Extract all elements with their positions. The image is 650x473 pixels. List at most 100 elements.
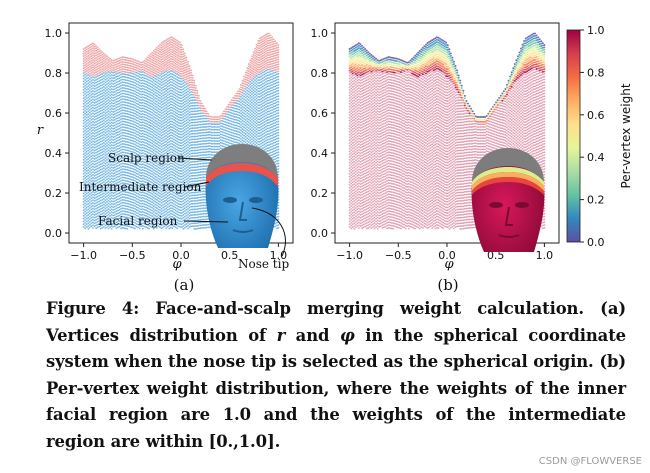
facial-point	[165, 81, 168, 84]
facial-point	[96, 89, 99, 92]
scalp-point	[107, 68, 110, 71]
facial-point	[183, 204, 186, 207]
facial-point	[113, 76, 116, 79]
facial-point	[104, 174, 107, 176]
scalp-point	[151, 75, 154, 78]
facial-point	[127, 155, 130, 158]
scalp-point	[152, 50, 155, 52]
facial-point	[193, 152, 196, 155]
facial-point	[96, 111, 99, 114]
scalp-point	[162, 67, 164, 70]
facial-point	[110, 152, 113, 155]
facial-point	[159, 130, 161, 133]
facial-point	[106, 209, 108, 212]
facial-point	[84, 101, 87, 104]
facial-point	[109, 77, 111, 80]
facial-point	[194, 104, 197, 107]
facial-point	[101, 224, 104, 226]
scalp-point	[149, 67, 152, 70]
scalp-point	[177, 52, 180, 55]
facial-point	[92, 182, 94, 185]
facial-point	[204, 198, 207, 201]
facial-point	[180, 94, 183, 97]
scalp-point	[85, 60, 88, 63]
facial-point	[131, 75, 133, 78]
facial-point	[199, 213, 202, 216]
facial-point	[124, 163, 127, 165]
facial-point	[104, 98, 107, 101]
facial-point	[120, 224, 122, 227]
facial-point	[126, 115, 129, 118]
scalp-point	[93, 52, 96, 55]
facial-point	[101, 92, 104, 95]
facial-point	[132, 142, 135, 145]
facial-point	[198, 146, 200, 148]
facial-point	[171, 87, 174, 90]
facial-point	[187, 84, 189, 87]
facial-point	[95, 179, 97, 182]
facial-point	[143, 141, 146, 144]
facial-point	[92, 185, 94, 187]
facial-point	[155, 89, 158, 92]
facial-point	[96, 178, 99, 181]
facial-point	[112, 164, 115, 167]
scalp-point	[177, 59, 180, 62]
facial-point	[98, 88, 101, 91]
facial-point	[160, 174, 163, 176]
facial-point	[162, 114, 164, 117]
facial-point	[152, 82, 155, 84]
facial-point	[123, 87, 126, 90]
scalp-point	[176, 58, 179, 61]
facial-point	[109, 184, 111, 187]
facial-point	[82, 122, 85, 125]
facial-point	[204, 212, 207, 215]
facial-point	[140, 113, 143, 116]
facial-point	[113, 104, 116, 107]
facial-point	[159, 144, 161, 147]
facial-point	[168, 82, 171, 84]
facial-point	[106, 88, 108, 91]
facial-point	[148, 121, 150, 124]
facial-point	[151, 120, 154, 122]
facial-point	[169, 75, 172, 78]
facial-point	[151, 97, 154, 100]
facial-point	[146, 212, 149, 215]
facial-point	[179, 217, 182, 220]
scalp-point	[152, 74, 155, 76]
facial-point	[145, 114, 147, 116]
facial-point	[177, 138, 180, 141]
facial-point	[187, 143, 189, 146]
facial-point	[85, 153, 88, 156]
facial-point	[135, 167, 138, 169]
facial-point	[95, 90, 97, 92]
facial-point	[120, 207, 122, 210]
scalp-point	[145, 72, 147, 75]
facial-point	[191, 225, 194, 228]
facial-point	[113, 90, 116, 93]
scalp-point	[166, 62, 169, 65]
facial-point	[194, 143, 197, 146]
facial-point	[155, 210, 158, 212]
facial-point	[110, 155, 113, 157]
facial-point	[191, 216, 194, 219]
scalp-point	[190, 78, 193, 81]
facial-point	[173, 194, 175, 197]
facial-point	[187, 118, 189, 121]
facial-point	[129, 206, 132, 209]
facial-point	[146, 131, 149, 134]
facial-point	[115, 210, 118, 213]
scalp-point	[149, 74, 152, 77]
scalp-point	[159, 50, 161, 53]
facial-point	[204, 224, 207, 226]
facial-point	[96, 134, 99, 136]
scalp-point	[148, 66, 150, 69]
facial-point	[166, 102, 169, 105]
facial-point	[185, 97, 188, 99]
facial-point	[84, 163, 87, 165]
scalp-point	[179, 75, 182, 78]
facial-point	[140, 200, 143, 202]
facial-point	[171, 123, 174, 126]
facial-point	[113, 169, 116, 172]
scalp-point	[174, 41, 177, 43]
facial-point	[124, 168, 127, 171]
